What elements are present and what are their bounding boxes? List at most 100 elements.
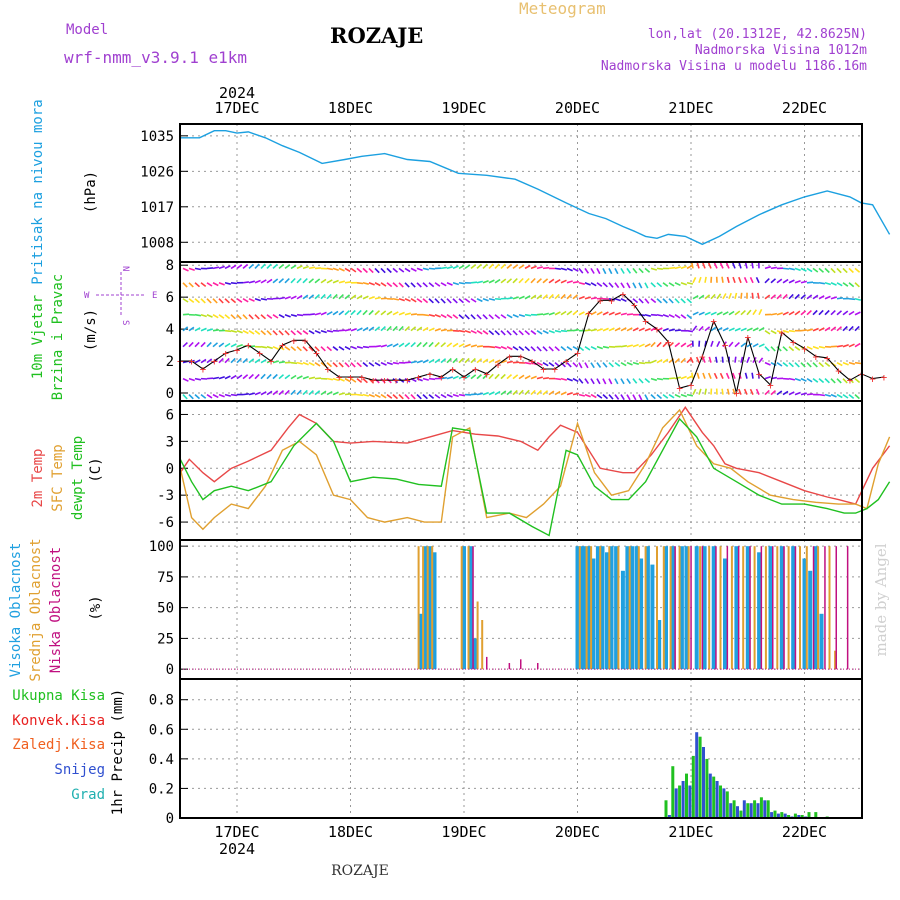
wind-arrow <box>626 378 631 385</box>
wind-arrow <box>248 280 256 284</box>
lonlat-text: lon,lat (20.1312E, 42.8625N) <box>648 27 867 42</box>
precip-total-bar <box>814 812 818 818</box>
wind-arrow <box>230 264 237 270</box>
cloud-low-bar <box>690 546 692 670</box>
wind-arrow <box>350 309 356 316</box>
cloud-mid-bar <box>637 546 640 670</box>
wind-arrow <box>512 389 518 396</box>
wind-arrow <box>416 359 423 364</box>
wind-arrow <box>500 330 506 336</box>
wind-arrow <box>696 372 700 379</box>
wind-arrow <box>368 296 375 300</box>
cloud-low-bar <box>715 546 717 670</box>
wind-arrow <box>620 298 627 303</box>
wind-arrow <box>800 267 807 272</box>
wind-arrow <box>278 296 286 300</box>
wind-arrow <box>476 374 482 380</box>
wind-arrow <box>440 328 448 332</box>
wind-arrow <box>284 346 291 351</box>
wind-arrow <box>794 279 801 284</box>
wind-arrow <box>818 267 825 273</box>
wind-arrow <box>584 329 592 332</box>
wind-arrow <box>374 361 381 367</box>
wind-arrow <box>854 378 861 384</box>
wind-speed-marker: + <box>245 339 252 352</box>
wind-arrow <box>440 358 447 364</box>
wind-arrow <box>572 392 580 396</box>
wind-arrow <box>836 393 843 399</box>
wind-arrow <box>818 362 825 368</box>
wind-arrow <box>746 327 753 332</box>
wind-arrow <box>320 346 326 352</box>
wind-arrow <box>254 330 261 335</box>
wind-arrow <box>212 393 219 399</box>
wind-arrow <box>692 277 697 284</box>
wind-arrow <box>362 378 368 384</box>
wind-arrow <box>710 293 716 300</box>
wind-speed-line <box>180 293 885 394</box>
compass-east: E <box>152 291 157 301</box>
wind-arrow <box>272 263 278 269</box>
cloud-mid-bar <box>834 650 837 670</box>
wind-arrow <box>542 390 549 396</box>
wind-arrow <box>746 356 751 363</box>
precip-snow-bar <box>776 813 780 818</box>
top-date-label: 18DEC <box>328 99 373 117</box>
wind-speed-marker: + <box>642 315 649 328</box>
wind-arrow <box>440 342 447 348</box>
wind-arrow <box>512 346 519 351</box>
wind-arrow <box>680 357 686 364</box>
wind-arrow <box>638 361 646 365</box>
wind-speed-marker: + <box>256 347 263 360</box>
wind-arrow <box>590 378 595 385</box>
wind-arrow <box>230 281 238 285</box>
wind-arrow <box>320 278 327 284</box>
cloud-mid-bar <box>662 546 665 670</box>
wind-arrow <box>824 309 830 316</box>
wind-arrow <box>446 282 453 286</box>
wind-arrow <box>554 267 562 270</box>
wind-arrow <box>188 282 194 288</box>
legend-grad: Grad <box>71 787 105 803</box>
wind-arrow <box>512 264 519 270</box>
wind-arrow <box>446 393 453 398</box>
wind-arrow <box>715 356 718 363</box>
wind-arrow <box>404 326 410 332</box>
wind-arrow <box>776 346 782 352</box>
cloud-low-bar <box>749 546 751 670</box>
wind-arrow <box>590 282 597 287</box>
precip-snow-bar <box>695 732 699 818</box>
cloud-high-bar <box>802 558 807 670</box>
pressure-ytick-label: 1017 <box>140 200 174 216</box>
meteogram-title: Meteogram <box>519 0 606 18</box>
wind-arrow <box>440 266 448 270</box>
wind-arrow <box>452 357 458 364</box>
wind-arrow <box>674 329 682 332</box>
wind-arrow <box>302 294 309 300</box>
wind-arrow <box>494 297 502 301</box>
wind-arrow <box>314 390 321 396</box>
cloud-mid-bar <box>687 546 690 670</box>
wind-arrow <box>656 377 664 381</box>
wind-speed-marker: + <box>801 342 808 355</box>
wind-arrow <box>422 341 428 348</box>
wind-arrow <box>716 293 722 300</box>
wind-arrow <box>692 295 699 300</box>
wind-arrow <box>770 278 777 284</box>
wind-arrow <box>500 360 507 364</box>
precip-total-bar <box>725 791 729 818</box>
wind-arrow <box>440 298 446 304</box>
wind-arrow <box>782 267 790 270</box>
wind-arrow <box>776 312 783 316</box>
wind-arrow <box>854 394 860 400</box>
wind-arrow <box>392 267 399 273</box>
wind-arrow <box>788 362 794 368</box>
wind-arrow <box>578 295 585 300</box>
wind-speed-marker: + <box>881 371 888 384</box>
wind-arrow <box>757 292 760 299</box>
wind-arrow <box>794 377 801 382</box>
wind-arrow <box>614 362 621 367</box>
wind-arrow <box>218 342 225 348</box>
wind-arrow <box>194 327 201 332</box>
